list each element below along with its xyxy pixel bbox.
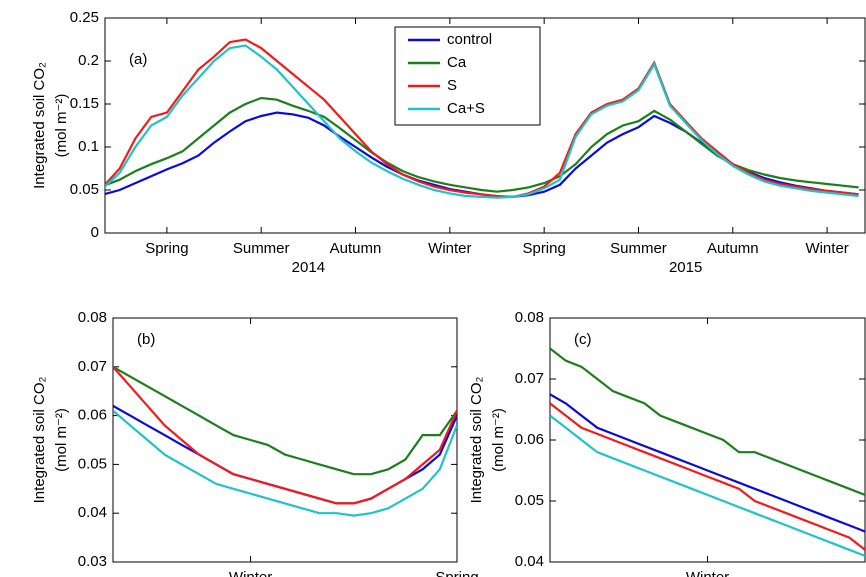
y-tick-label: 0.1	[78, 138, 99, 155]
legend-label: Ca+S	[447, 100, 485, 117]
series-line	[113, 365, 457, 476]
series-line	[113, 409, 457, 517]
legend-label: S	[447, 77, 457, 94]
y-tick-label: 0.06	[515, 431, 544, 448]
plot-frame	[112, 317, 458, 563]
x-tick-label: Spring	[145, 240, 188, 257]
panel-label: (b)	[137, 331, 155, 348]
y-tick-label: 0.07	[515, 370, 544, 387]
y-tick-label: 0.05	[515, 492, 544, 509]
x-year-label: 2014	[292, 259, 325, 276]
series-line	[105, 44, 859, 199]
x-tick-label: Autumn	[330, 240, 382, 257]
y-tick-label: 0.07	[78, 358, 107, 375]
y-tick-label: 0.06	[78, 407, 107, 424]
x-tick-label: Winter	[805, 240, 848, 257]
series-line	[113, 366, 457, 505]
series-line	[550, 402, 865, 551]
x-tick-label: Winter	[428, 240, 471, 257]
y-tick-label: 0.2	[78, 52, 99, 69]
legend-label: control	[447, 31, 492, 48]
y-axis-units: (mol m⁻²)	[53, 408, 70, 472]
panel-label: (a)	[129, 51, 147, 68]
panel-label: (c)	[574, 331, 592, 348]
y-tick-label: 0	[91, 224, 99, 241]
y-tick-label: 0.08	[515, 309, 544, 326]
x-year-label: 2015	[669, 259, 702, 276]
y-tick-label: 0.04	[515, 553, 544, 570]
x-tick-label: Autumn	[707, 240, 759, 257]
y-axis-units: (mol m⁻²)	[490, 408, 507, 472]
y-tick-label: 0.15	[70, 95, 99, 112]
x-tick-label: Winter	[686, 569, 729, 577]
y-tick-label: 0.03	[78, 553, 107, 570]
series-line	[105, 38, 859, 199]
x-tick-label: Winter	[229, 569, 272, 577]
series-line	[550, 393, 865, 533]
x-tick-label: Summer	[233, 240, 290, 257]
legend-label: Ca	[447, 54, 467, 71]
y-axis-label: Integrated soil CO₂	[31, 62, 48, 189]
y-axis-units: (mol m⁻²)	[53, 94, 70, 158]
y-tick-label: 0.04	[78, 504, 107, 521]
y-axis-label: Integrated soil CO₂	[468, 376, 485, 503]
x-tick-label: Spring	[522, 240, 565, 257]
plot-frame	[104, 17, 866, 234]
series-line	[550, 347, 865, 496]
y-tick-label: 0.05	[78, 455, 107, 472]
series-line	[550, 414, 865, 557]
y-tick-label: 0.05	[70, 181, 99, 198]
y-tick-label: 0.25	[70, 9, 99, 26]
y-tick-label: 0.08	[78, 309, 107, 326]
x-tick-label: Spring	[435, 569, 478, 577]
x-tick-label: Summer	[610, 240, 667, 257]
y-axis-label: Integrated soil CO₂	[31, 376, 48, 503]
